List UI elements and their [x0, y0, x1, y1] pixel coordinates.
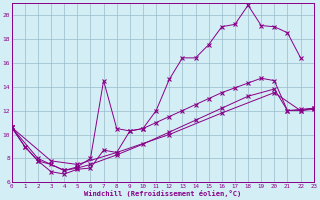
X-axis label: Windchill (Refroidissement éolien,°C): Windchill (Refroidissement éolien,°C) [84, 190, 241, 197]
